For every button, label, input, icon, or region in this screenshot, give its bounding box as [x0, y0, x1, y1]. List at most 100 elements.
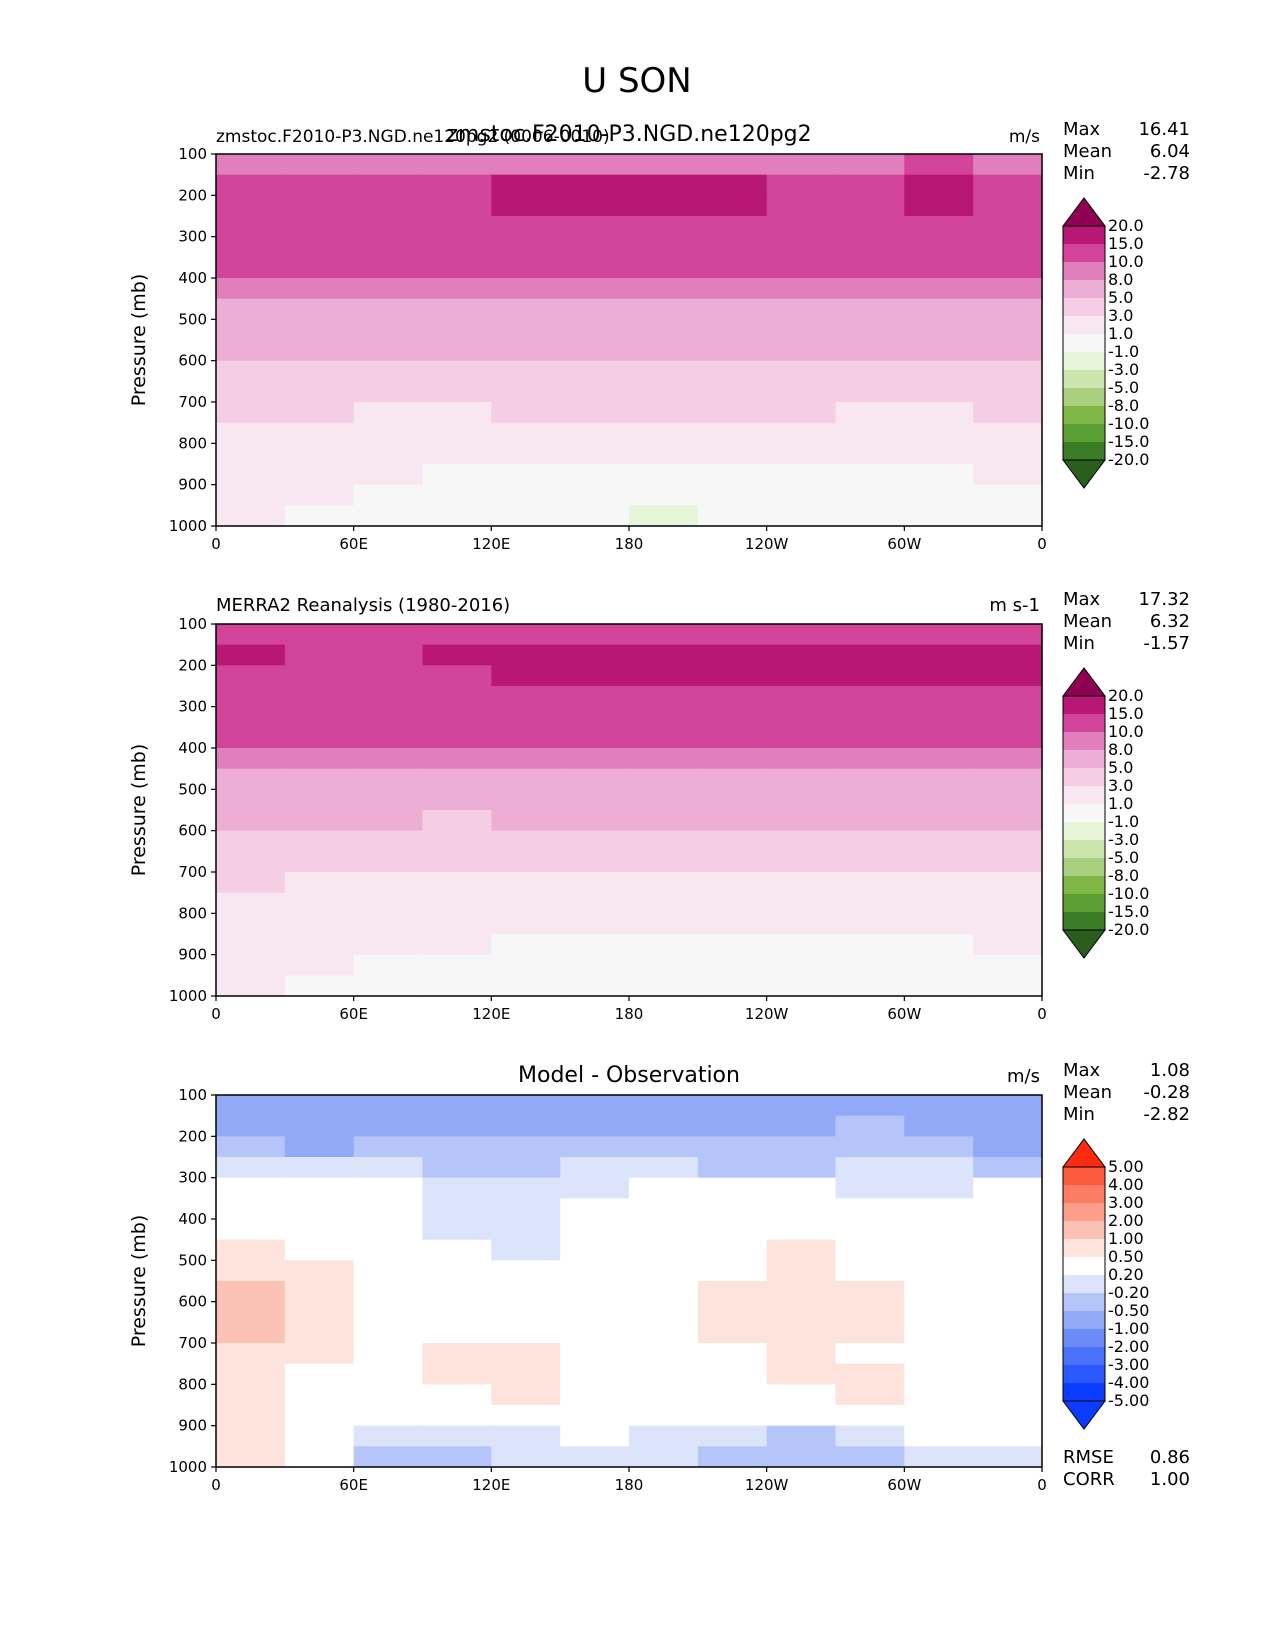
heatmap-cell — [422, 851, 492, 873]
heatmap-cell — [904, 851, 974, 873]
heatmap-cell — [629, 236, 699, 258]
heatmap-cell — [629, 216, 699, 238]
panel-observation: MERRA2 Reanalysis (1980-2016) m s-1 Pres… — [128, 589, 1190, 1023]
plot-area-difference — [216, 1095, 1043, 1468]
heatmap-cell — [560, 1136, 630, 1158]
heatmap-cell — [904, 1136, 974, 1158]
colorbar-tick-label: -10.0 — [1108, 414, 1149, 433]
heatmap-cell — [216, 644, 286, 666]
heatmap-cell — [284, 768, 355, 790]
heatmap-cell — [284, 975, 355, 997]
heatmap-cell — [766, 319, 837, 341]
heatmap-cell — [697, 1177, 768, 1199]
heatmap-cell — [284, 464, 355, 486]
heatmap-cell — [697, 1260, 768, 1282]
heatmap-cell — [629, 706, 699, 728]
x-tick-label: 120E — [472, 1476, 510, 1494]
panel-model: zmstoc.F2010-P3.NGD.ne120pg2 (0006-0010)… — [128, 119, 1190, 553]
heatmap-cell — [284, 484, 355, 506]
heatmap-cell — [284, 443, 355, 465]
heatmap-cell — [491, 1115, 561, 1137]
heatmap-cell — [973, 830, 1043, 852]
heatmap-cell — [353, 892, 424, 914]
corr-value: 1.00 — [1150, 1469, 1190, 1490]
heatmap-cell — [422, 686, 492, 708]
heatmap-cell — [560, 278, 630, 300]
y-tick-label: 700 — [178, 393, 207, 411]
heatmap-cell — [422, 954, 492, 976]
center-title-difference: Model - Observation — [518, 1063, 740, 1088]
heatmap-cell — [904, 913, 974, 935]
heatmap-cell — [766, 298, 837, 320]
heatmap-cell — [697, 644, 768, 666]
colorbar-tick-label: -5.0 — [1108, 378, 1139, 397]
colorbar-segment — [1063, 1239, 1105, 1257]
heatmap-cell — [422, 402, 492, 424]
heatmap-cell — [766, 257, 837, 279]
heatmap-cell — [766, 1157, 837, 1179]
heatmap-cell — [560, 195, 630, 217]
x-tick-label: 60W — [887, 535, 921, 553]
x-tick-label: 120W — [745, 535, 789, 553]
heatmap-cell — [353, 319, 424, 341]
heatmap-cell — [422, 1301, 492, 1323]
heatmap-cell — [629, 851, 699, 873]
heatmap-cell — [973, 810, 1043, 832]
heatmap-cell — [835, 727, 905, 749]
heatmap-cell — [284, 1177, 355, 1199]
colorbar-tick-label: -15.0 — [1108, 902, 1149, 921]
colorbar-tick-label: 2.00 — [1108, 1211, 1144, 1230]
heatmap-cell — [560, 913, 630, 935]
heatmap-cell — [766, 1281, 837, 1303]
heatmap-cell — [835, 644, 905, 666]
heatmap-cell — [353, 402, 424, 424]
heatmap-cell — [835, 1260, 905, 1282]
heatmap-cell — [560, 402, 630, 424]
y-tick-label: 800 — [178, 1375, 207, 1393]
heatmap-cell — [560, 1115, 630, 1137]
heatmap-cell — [422, 443, 492, 465]
heatmap-cell — [353, 624, 424, 646]
mean-label-model: Mean — [1063, 141, 1112, 162]
heatmap-cell — [629, 505, 699, 527]
rmse-label: RMSE — [1063, 1447, 1114, 1468]
heatmap-cell — [353, 748, 424, 770]
heatmap-cell — [353, 1157, 424, 1179]
heatmap-cell — [353, 913, 424, 935]
heatmap-cell — [560, 1384, 630, 1406]
heatmap-cell — [904, 443, 974, 465]
colorbar-segment — [1063, 280, 1105, 298]
heatmap-cell — [629, 934, 699, 956]
heatmap-cell — [766, 768, 837, 790]
heatmap-cell — [491, 872, 561, 894]
y-tick-label: 700 — [178, 863, 207, 881]
heatmap-cell — [697, 484, 768, 506]
heatmap-cell — [284, 789, 355, 811]
heatmap-cell — [353, 1405, 424, 1427]
heatmap-cell — [973, 319, 1043, 341]
heatmap-cell — [284, 1343, 355, 1365]
heatmap-cell — [973, 216, 1043, 238]
heatmap-cell — [491, 686, 561, 708]
heatmap-cell — [353, 686, 424, 708]
heatmap-cell — [353, 1198, 424, 1220]
heatmap-cell — [835, 934, 905, 956]
heatmap-cell — [560, 257, 630, 279]
heatmap-cell — [697, 443, 768, 465]
x-tick-label: 60E — [339, 1476, 368, 1494]
heatmap-cell — [560, 954, 630, 976]
heatmap-cell — [973, 954, 1043, 976]
heatmap-cell — [629, 1281, 699, 1303]
colorbar-extend-min — [1062, 459, 1106, 489]
y-tick-label: 900 — [178, 476, 207, 494]
heatmap-cell — [904, 340, 974, 362]
heatmap-cell — [353, 975, 424, 997]
heatmap-cell — [560, 1157, 630, 1179]
colorbar-tick-label: -0.50 — [1108, 1301, 1149, 1320]
heatmap-cell — [973, 665, 1043, 687]
heatmap-cell — [216, 319, 286, 341]
heatmap-cell — [216, 154, 286, 176]
x-tick-label: 0 — [1037, 535, 1047, 553]
y-ticks-model: 100 200 300 400 500 600 700 800 900 1000 — [169, 145, 216, 535]
colorbar-segment — [1063, 1365, 1105, 1383]
